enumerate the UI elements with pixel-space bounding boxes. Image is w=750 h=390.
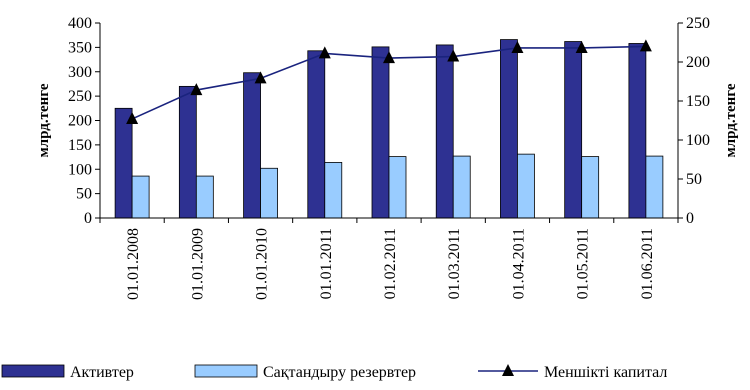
y-right-tick-label: 150 (686, 93, 710, 110)
y-left-tick-label: 150 (68, 137, 92, 154)
point-equity (383, 51, 395, 64)
bar-assets (371, 46, 390, 219)
bar-assets (243, 72, 261, 219)
bar-assets (114, 107, 133, 219)
point-equity (254, 71, 267, 84)
point-equity (447, 49, 460, 62)
y-left-tick-label: 300 (68, 64, 92, 81)
bar-assets (564, 41, 583, 219)
x-tick-label: 01.06.2011 (639, 228, 656, 299)
x-tick-label: 01.01.2009 (189, 228, 206, 300)
y-left-tick-label: 200 (68, 113, 92, 130)
x-tick-label: 01.03.2011 (446, 228, 463, 299)
point-equity (575, 40, 588, 53)
legend-swatch-assets (1, 364, 65, 378)
bar-reserves (517, 153, 535, 219)
bar-assets (307, 50, 326, 219)
bar-reserves (260, 167, 278, 219)
x-tick-label: 01.01.2011 (318, 228, 335, 299)
y-left-tick-label: 0 (84, 210, 92, 227)
x-tick-label: 01.01.2008 (125, 228, 142, 300)
bar-reserves (452, 155, 471, 219)
y-left-tick-label: 250 (68, 88, 92, 105)
point-equity (511, 40, 524, 53)
point-equity (318, 46, 331, 59)
point-equity (190, 83, 203, 96)
x-tick-label: 01.04.2011 (510, 228, 527, 299)
y-right-axis-title: млрд.тенге (723, 83, 739, 157)
y-right-tick-label: 0 (686, 210, 694, 227)
y-right-tick-label: 100 (686, 132, 710, 149)
x-tick-label: 01.01.2010 (254, 228, 271, 300)
y-left-tick-label: 400 (68, 15, 92, 32)
legend-label-reserves: Сақтандыру резервтер (263, 364, 416, 381)
bar-reserves (131, 175, 150, 219)
y-left-tick-label: 50 (76, 186, 92, 203)
bar-reserves (195, 175, 214, 219)
bar-reserves (645, 155, 664, 219)
bar-assets (500, 39, 518, 219)
y-left-tick-label: 350 (68, 39, 92, 56)
bar-assets (628, 43, 647, 219)
legend-label-assets: Активтер (70, 364, 134, 381)
y-left-tick-label: 100 (68, 161, 92, 178)
y-right-tick-label: 250 (686, 15, 710, 32)
y-right-tick-label: 50 (686, 171, 702, 188)
y-left-axis-title: млрд.тенге (36, 83, 52, 157)
x-tick-label: 01.05.2011 (575, 228, 592, 299)
bar-reserves (581, 156, 600, 219)
legend-label-equity: Меншікті капитал (544, 364, 667, 381)
bar-assets (178, 85, 197, 219)
point-equity (126, 111, 139, 124)
bar-reserves (324, 162, 343, 219)
legend-marker-equity (502, 364, 514, 376)
y-right-tick-label: 200 (686, 54, 710, 71)
legend-swatch-reserves (194, 364, 258, 378)
x-tick-label: 01.02.2011 (382, 228, 399, 299)
bar-reserves (388, 156, 407, 219)
bar-assets (435, 44, 454, 219)
point-equity (639, 39, 652, 52)
